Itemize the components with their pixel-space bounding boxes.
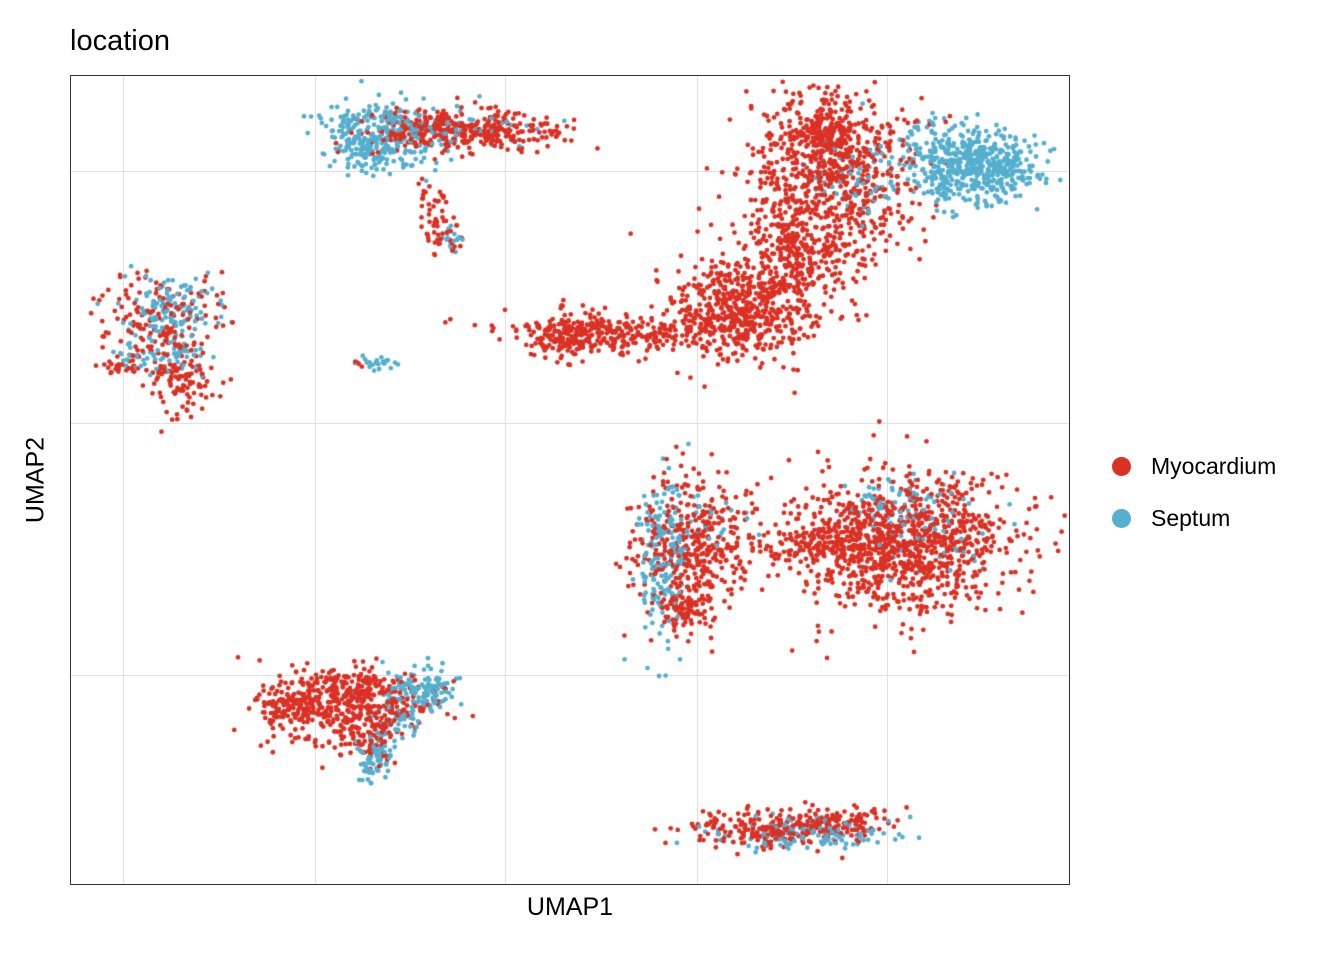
legend: Myocardium Septum <box>1112 440 1276 544</box>
legend-label-myocardium: Myocardium <box>1151 452 1277 479</box>
y-axis-label: UMAP2 <box>21 436 50 524</box>
chart-title: location <box>70 25 170 57</box>
scatter-canvas <box>71 76 1069 884</box>
legend-label-septum: Septum <box>1151 504 1231 531</box>
x-axis-label: UMAP1 <box>526 893 614 921</box>
myocardium-swatch-icon <box>1112 456 1131 476</box>
septum-swatch-icon <box>1112 508 1131 528</box>
legend-item-myocardium: Myocardium <box>1112 440 1276 492</box>
plot-panel <box>70 75 1070 885</box>
legend-item-septum: Septum <box>1112 492 1276 544</box>
